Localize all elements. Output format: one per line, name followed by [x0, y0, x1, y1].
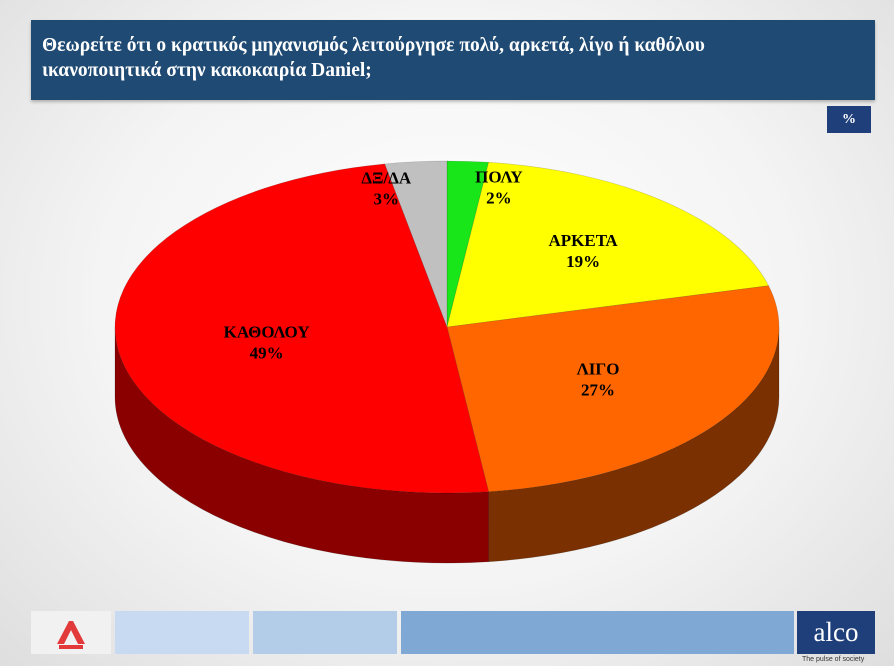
- pie-label-αρκετα: ΑΡΚΕΤΑ: [549, 231, 619, 250]
- pie-tops: [114, 160, 780, 494]
- footer-band-2: [253, 611, 397, 654]
- pie-value-λιγο: 27%: [581, 380, 615, 399]
- footer-band-3: [401, 611, 794, 654]
- pie-value-πολυ: 2%: [486, 189, 512, 208]
- percent-unit-badge: %: [827, 106, 871, 133]
- alpha-news-logo-icon: [57, 620, 85, 649]
- pie-slice-λιγο: [446, 285, 780, 493]
- title-bar: Θεωρείτε ότι ο κρατικός μηχανισμός λειτο…: [31, 20, 875, 100]
- pie-labels: ΠΟΛΥ 2% ΑΡΚΕΤΑ 19% ΛΙΓΟ 27% ΚΑΘΟΛΟΥ 49% ΔΞ/ΔΑ 3%: [224, 168, 620, 400]
- chart-title-line-2: ικανοποιητικά στην κακοκαιρία Daniel;: [42, 60, 372, 81]
- pie-slice-καθολου: [114, 163, 489, 494]
- pie-slice-πολυ: [446, 160, 489, 328]
- alco-tagline: The pulse of society: [802, 656, 865, 663]
- alpha-news-logo: [31, 611, 111, 654]
- pie-slice-αρκετα: [446, 161, 770, 328]
- pie-label-λιγο: ΛΙΓΟ: [577, 359, 620, 378]
- pie-value-αρκετα: 19%: [566, 252, 600, 271]
- pie-label-δξ-δα: ΔΞ/ΔΑ: [361, 169, 412, 188]
- pie-chart: ΠΟΛΥ 2% ΑΡΚΕΤΑ 19% ΛΙΓΟ 27% ΚΑΘΟΛΟΥ 49% ΔΞ/ΔΑ 3%: [114, 160, 780, 564]
- pie-value-καθολου: 49%: [250, 343, 284, 362]
- alco-logo: alco: [797, 611, 875, 654]
- alco-brand-text: alco: [813, 617, 859, 647]
- chart-title-line-1: Θεωρείτε ότι ο κρατικός μηχανισμός λειτο…: [42, 35, 705, 56]
- pie-label-καθολου: ΚΑΘΟΛΟΥ: [224, 322, 310, 341]
- pie-label-πολυ: ΠΟΛΥ: [475, 168, 523, 187]
- pie-value-δξ-δα: 3%: [374, 190, 400, 209]
- pie-slice-δξ-δα: [384, 160, 448, 328]
- footer-band-1: [115, 611, 249, 654]
